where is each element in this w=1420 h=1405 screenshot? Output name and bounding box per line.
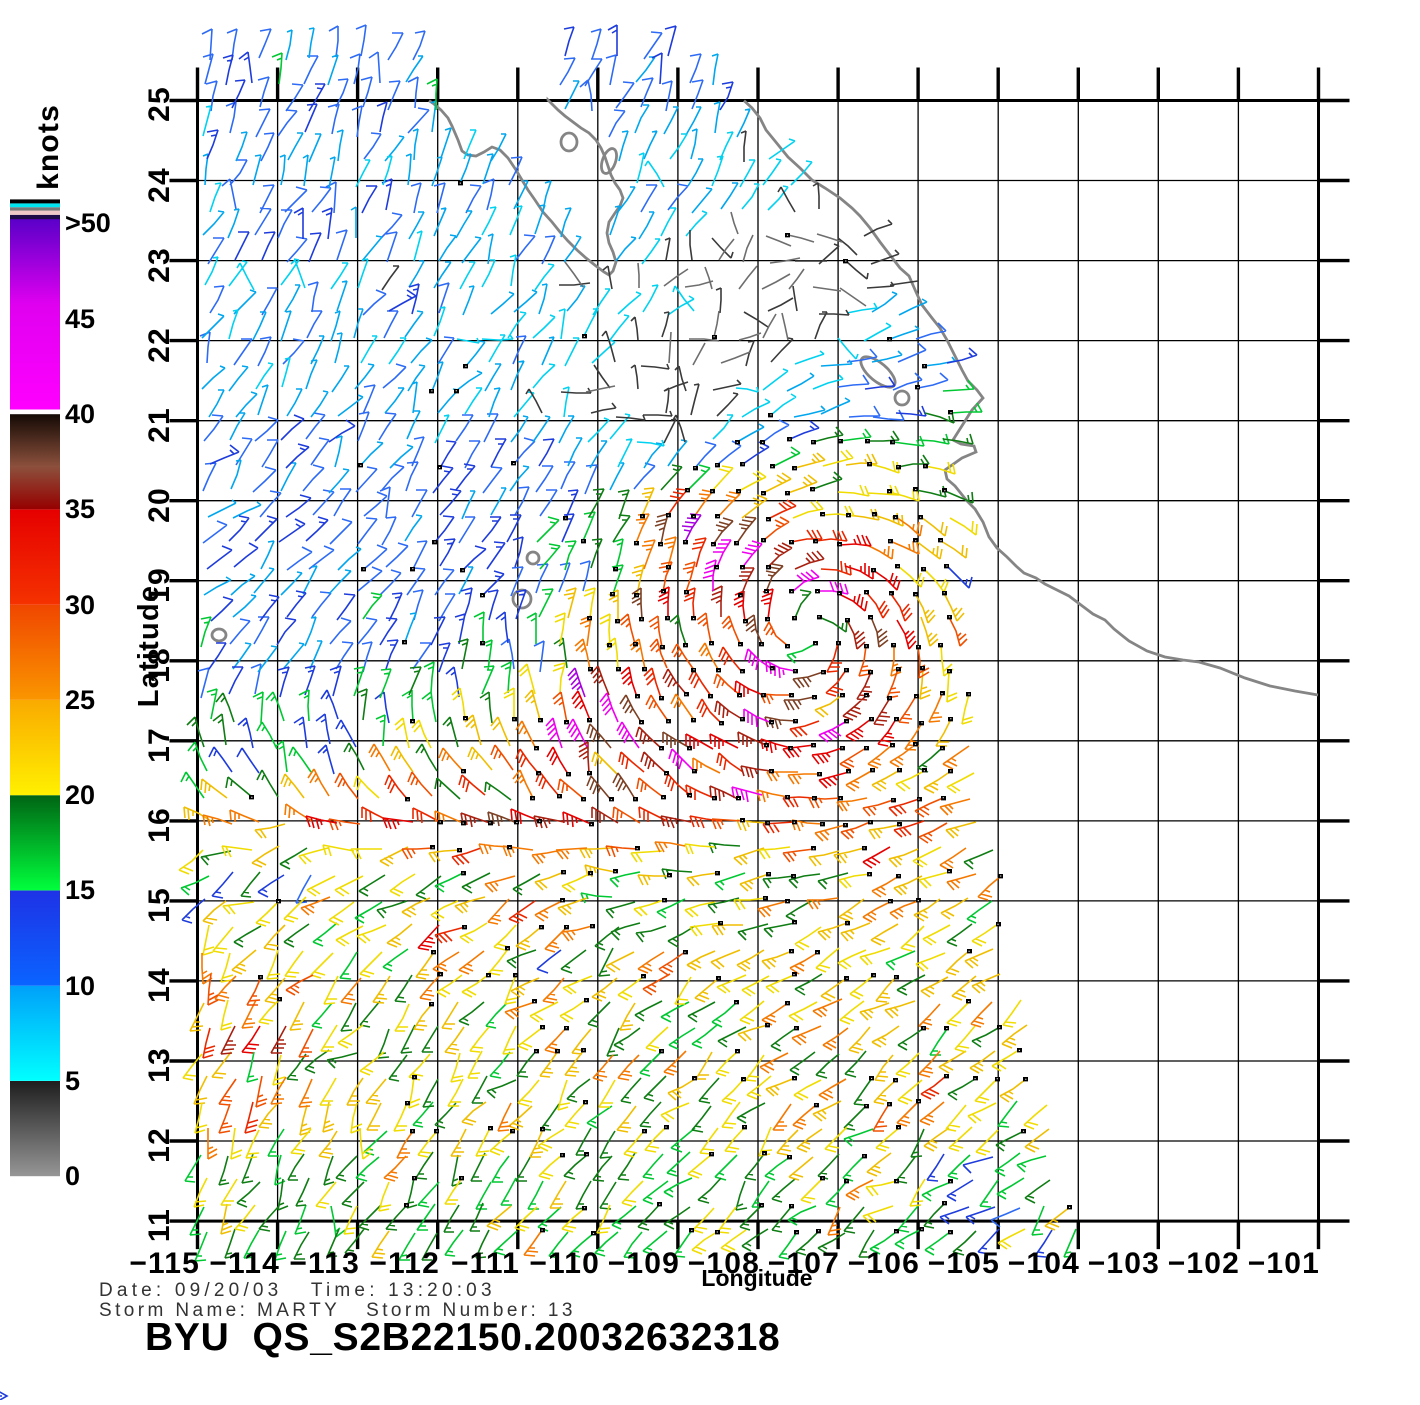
svg-text:−108: −108 (688, 1247, 760, 1280)
svg-text:>50: >50 (65, 208, 111, 238)
svg-text:21: 21 (143, 407, 176, 443)
svg-text:45: 45 (65, 304, 95, 334)
svg-text:14: 14 (143, 967, 176, 1003)
svg-text:15: 15 (143, 887, 176, 923)
svg-text:23: 23 (143, 247, 176, 283)
svg-text:−110: −110 (529, 1247, 600, 1280)
svg-text:5: 5 (65, 1066, 80, 1096)
svg-text:19: 19 (143, 567, 176, 603)
svg-text:40: 40 (65, 399, 95, 429)
svg-text:−105: −105 (928, 1247, 1000, 1280)
svg-text:−113: −113 (289, 1247, 360, 1280)
svg-text:20: 20 (65, 780, 95, 810)
svg-text:13: 13 (143, 1047, 176, 1083)
svg-text:BYU QS_S2B22150.20032632318: BYU QS_S2B22150.20032632318 (145, 1316, 780, 1359)
svg-text:24: 24 (143, 167, 176, 203)
svg-text:−101: −101 (1248, 1247, 1320, 1280)
svg-text:−103: −103 (1088, 1247, 1160, 1280)
svg-text:Latitude: Latitude (133, 585, 165, 707)
svg-text:15: 15 (65, 875, 95, 905)
svg-text:12: 12 (143, 1127, 176, 1163)
svg-text:30: 30 (65, 590, 95, 620)
svg-text:−104: −104 (1008, 1247, 1080, 1280)
svg-text:knots: knots (32, 104, 65, 190)
svg-text:−106: −106 (848, 1247, 920, 1280)
svg-text:25: 25 (65, 685, 95, 715)
svg-text:16: 16 (143, 807, 176, 843)
svg-text:−102: −102 (1168, 1247, 1240, 1280)
svg-text:−115: −115 (129, 1247, 200, 1280)
svg-text:35: 35 (65, 494, 95, 524)
svg-text:18: 18 (143, 647, 176, 683)
svg-text:Date: 09/20/03 Time: 13:20:0: Date: 09/20/03 Time: 13:20:03 (99, 1280, 496, 1301)
svg-text:25: 25 (143, 86, 176, 122)
svg-text:20: 20 (143, 487, 176, 523)
svg-text:10: 10 (65, 971, 95, 1001)
svg-text:17: 17 (143, 727, 176, 763)
svg-text:22: 22 (143, 327, 176, 363)
svg-text:−111: −111 (451, 1247, 520, 1280)
svg-text:−114: −114 (209, 1247, 280, 1280)
svg-text:Storm Name: MARTY Storm Numb: Storm Name: MARTY Storm Number: 13 (99, 1300, 576, 1321)
svg-text:−109: −109 (608, 1247, 680, 1280)
svg-text:Longitude: Longitude (701, 1265, 812, 1291)
svg-text:−107: −107 (768, 1247, 840, 1280)
svg-text:−112: −112 (369, 1247, 440, 1280)
svg-text:0: 0 (65, 1161, 80, 1191)
svg-text:11: 11 (143, 1208, 176, 1242)
